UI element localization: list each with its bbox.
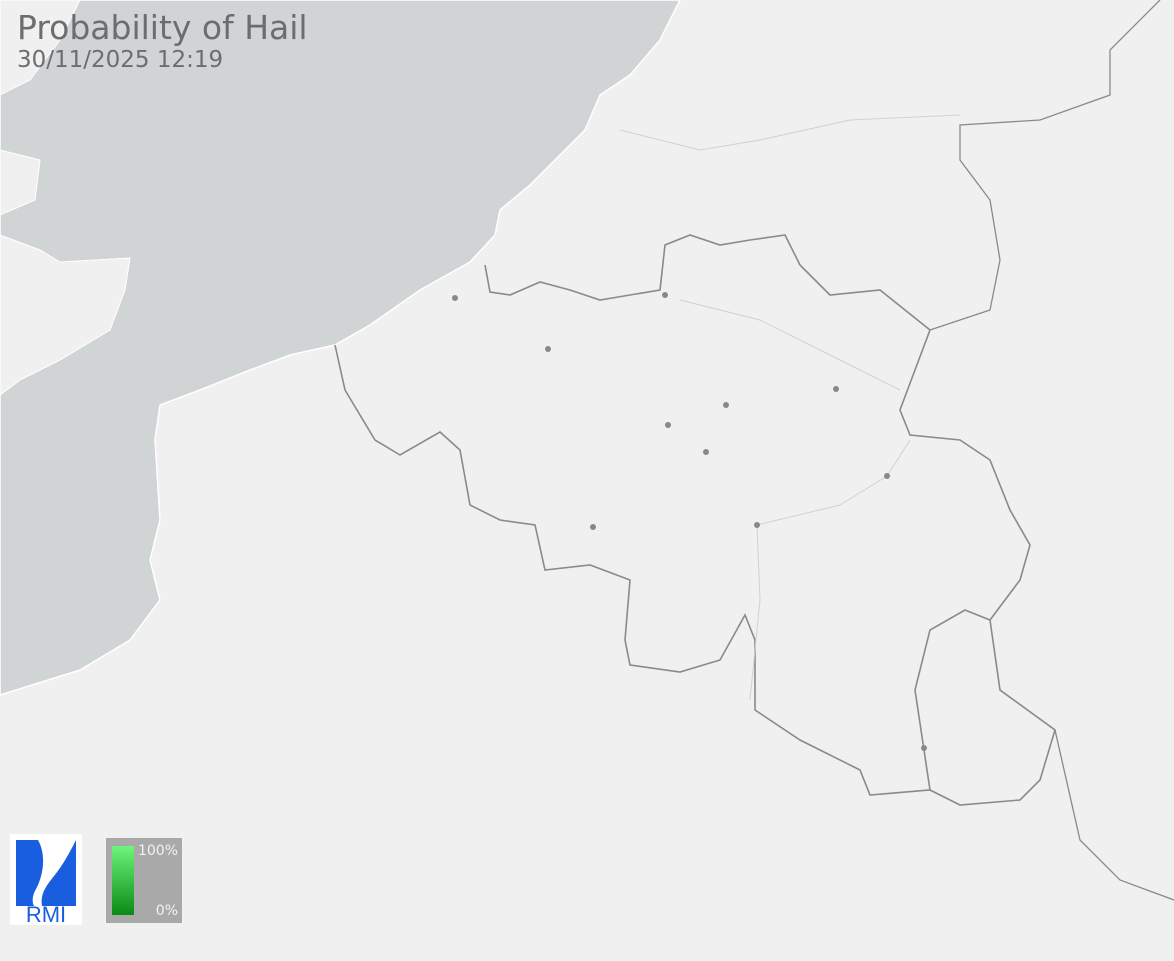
sea: [0, 0, 681, 696]
city-dot: [703, 449, 709, 455]
map-title: Probability of Hail: [17, 8, 308, 47]
timestamp: 30/11/2025 12:19: [17, 47, 224, 73]
city-dot: [754, 522, 760, 528]
netherlands-germany-border: [929, 0, 1174, 901]
rivers: [619, 114, 961, 701]
city-dot: [452, 295, 458, 301]
city-dot: [884, 473, 890, 479]
belgium-border: [334, 234, 1056, 806]
svg-text:RMI: RMI: [26, 902, 66, 925]
legend-min-label: 0%: [155, 903, 178, 919]
probability-legend: 100% 0%: [106, 838, 182, 923]
legend-max-label: 100%: [137, 843, 178, 859]
rmi-logo: RMI: [10, 834, 82, 927]
city-dot: [545, 346, 551, 352]
uk-land: [0, 234, 131, 396]
city-dot: [665, 422, 671, 428]
luxembourg-border: [914, 609, 991, 791]
city-dots: [452, 292, 927, 751]
city-dot: [723, 402, 729, 408]
city-dot: [833, 386, 839, 392]
city-dot: [590, 524, 596, 530]
uk-land-north: [0, 0, 81, 216]
city-dot: [921, 745, 927, 751]
legend-color-bar: [112, 846, 134, 915]
city-dot: [662, 292, 668, 298]
